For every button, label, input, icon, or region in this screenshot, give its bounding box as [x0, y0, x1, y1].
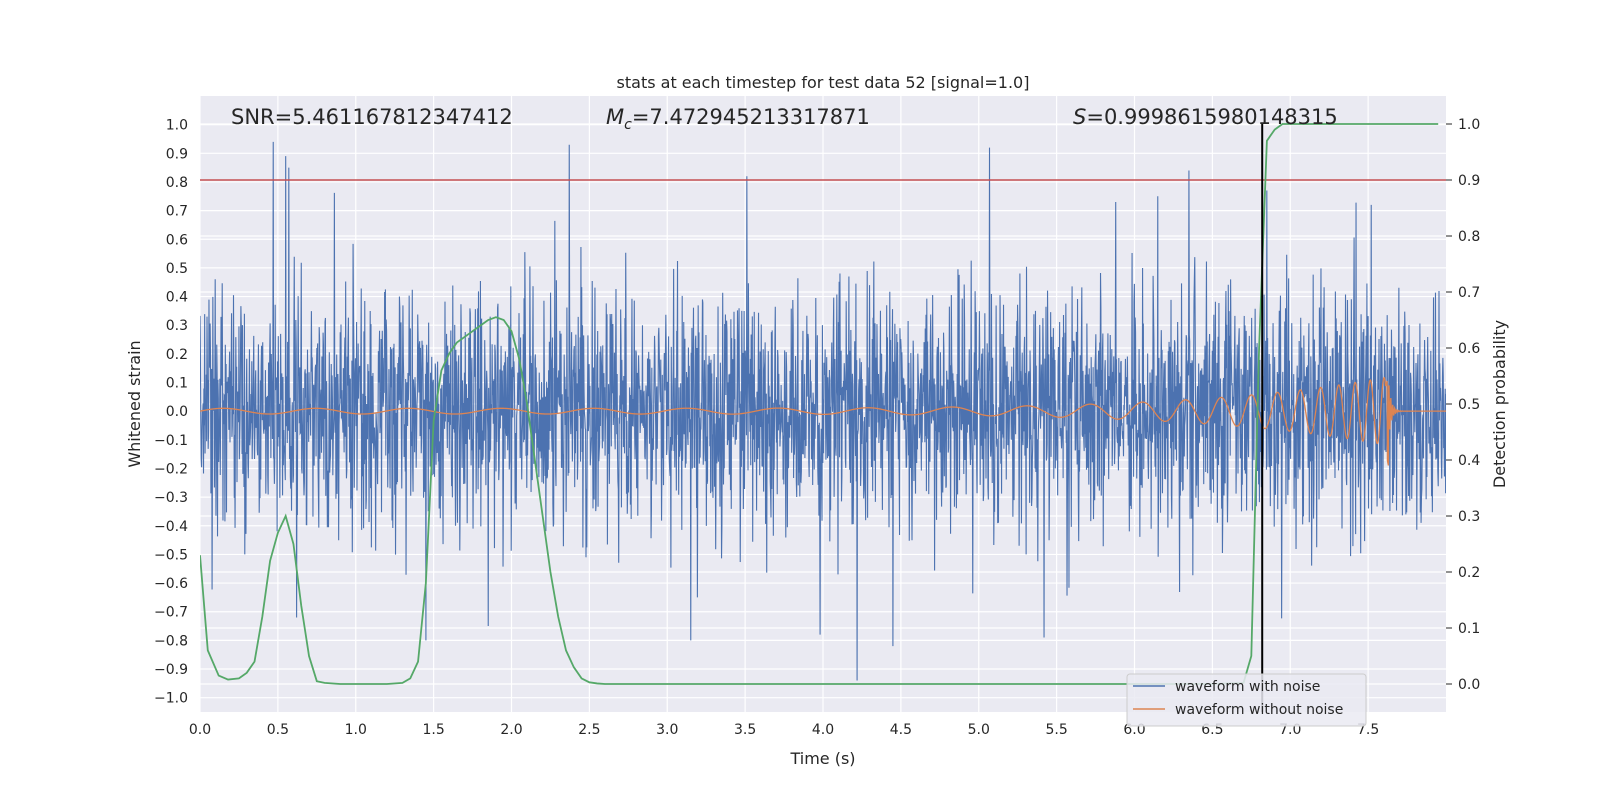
chart-title: stats at each timestep for test data 52 …	[617, 73, 1030, 92]
annotation-mc: Mc=7.472945213317871	[606, 105, 870, 133]
y-tick-label: 1.0	[166, 118, 188, 134]
x-tick-label: 3.0	[656, 722, 678, 738]
y-right-tick-label: 0.3	[1458, 509, 1480, 525]
x-tick-label: 5.0	[968, 722, 990, 738]
y-right-tick-label: 0.4	[1458, 453, 1480, 469]
x-axis-label: Time (s)	[789, 749, 855, 768]
y-tick-label: −0.3	[154, 490, 188, 506]
y-tick-label: 0.3	[166, 318, 188, 334]
y-right-axis-label: Detection probability	[1490, 320, 1509, 488]
y-tick-label: 0.7	[166, 204, 188, 220]
y-right-tick-label: 1.0	[1458, 117, 1480, 133]
legend: waveform with noise waveform without noi…	[1126, 673, 1367, 727]
y-tick-label: 0.6	[166, 232, 188, 248]
y-right-tick-label: 0.8	[1458, 229, 1480, 245]
y-tick-label: 0.4	[166, 290, 188, 306]
y-tick-label: 0.2	[166, 347, 188, 363]
y-right-tick-labels: 1.0 0.9 0.8 0.7 0.6 0.5 0.4 0.3 0.2 0.1 0.0	[1446, 117, 1480, 693]
y-tick-label: 0.8	[166, 175, 188, 191]
y-right-tick-label: 0.6	[1458, 341, 1480, 357]
legend-label-clean: waveform without noise	[1175, 702, 1343, 718]
y-tick-label: −0.5	[154, 547, 188, 563]
x-tick-label: 4.0	[812, 722, 834, 738]
x-tick-label: 5.5	[1045, 722, 1067, 738]
x-tick-label: 2.0	[500, 722, 522, 738]
y-tick-label: −0.4	[154, 519, 188, 535]
x-tick-label: 1.0	[345, 722, 367, 738]
y-tick-label: −0.6	[154, 576, 188, 592]
y-right-tick-label: 0.9	[1458, 173, 1480, 189]
x-tick-label: 1.5	[422, 722, 444, 738]
y-right-tick-label: 0.2	[1458, 565, 1480, 581]
x-tick-label: 0.0	[189, 722, 211, 738]
y-right-tick-label: 0.7	[1458, 285, 1480, 301]
y-tick-label: 0.9	[166, 146, 188, 162]
legend-box	[1126, 673, 1367, 727]
y-tick-label: −0.7	[154, 605, 188, 621]
x-tick-label: 4.5	[890, 722, 912, 738]
y-tick-label: −1.0	[154, 691, 188, 707]
y-tick-label: −0.9	[154, 662, 188, 678]
y-tick-labels: 1.0 0.9 0.8 0.7 0.6 0.5 0.4 0.3 0.2 0.1 0.0 −0.1 −0.…	[154, 118, 188, 707]
y-tick-label: 0.0	[166, 404, 188, 420]
y-tick-label: −0.2	[154, 461, 188, 477]
annotation-snr: SNR=5.461167812347412	[231, 105, 513, 129]
y-tick-label: −0.1	[154, 433, 188, 449]
y-right-tick-label: 0.5	[1458, 397, 1480, 413]
y-tick-label: −0.8	[154, 633, 188, 649]
x-tick-label: 3.5	[734, 722, 756, 738]
x-tick-label: 0.5	[267, 722, 289, 738]
annotation-s: S=0.9998615980148315	[1073, 105, 1338, 129]
x-tick-label: 2.5	[578, 722, 600, 738]
series-waveform-without-noise	[200, 376, 1446, 466]
legend-label-noise: waveform with noise	[1175, 679, 1320, 695]
y-axis-label: Whitened strain	[125, 340, 144, 467]
y-right-tick-label: 0.1	[1458, 621, 1480, 637]
y-tick-label: 0.5	[166, 261, 188, 277]
y-tick-label: 0.1	[166, 376, 188, 392]
y-right-tick-label: 0.0	[1458, 677, 1480, 693]
series-waveform-with-noise	[200, 141, 1446, 681]
